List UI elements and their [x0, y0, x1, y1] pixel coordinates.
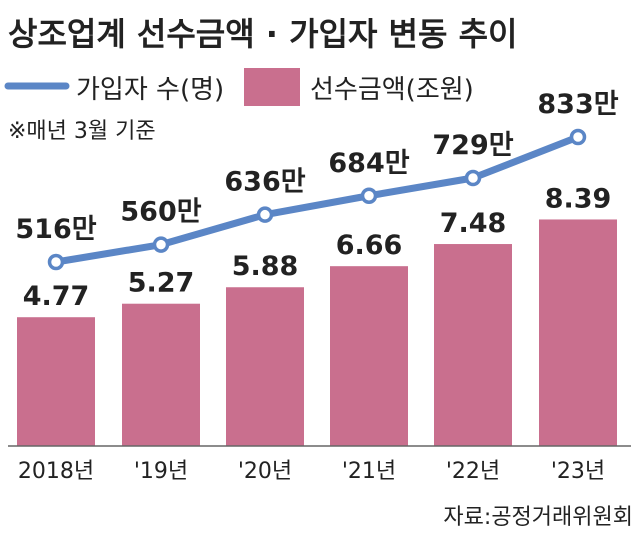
bar-5: [539, 219, 617, 446]
legend: 가입자 수(명) 선수금액(조원): [4, 68, 474, 106]
line-value-label-5: 833만: [537, 89, 618, 120]
line-point-4: [464, 169, 482, 187]
line-point-0: [47, 253, 65, 271]
bar-2: [226, 287, 304, 446]
x-tick-label-5: '23년: [551, 459, 605, 484]
x-tick-label-2: '20년: [238, 459, 292, 484]
line-point-5: [569, 128, 587, 146]
line-value-label-4: 729만: [432, 130, 513, 161]
line-value-label-2: 636만: [224, 167, 305, 198]
x-axis-ticks: 2018년 '19년 '20년 '21년 '22년 '23년: [18, 459, 605, 484]
bar-value-label-3: 6.66: [336, 230, 403, 261]
bar-value-label-4: 7.48: [440, 208, 507, 239]
bar-value-label-0: 4.77: [23, 281, 90, 312]
legend-bar-swatch: [244, 68, 300, 106]
bar-value-label-5: 8.39: [545, 183, 612, 214]
legend-line-label: 가입자 수(명): [76, 75, 224, 105]
x-tick-label-1: '19년: [134, 459, 188, 484]
x-tick-label-3: '21년: [342, 459, 396, 484]
legend-bar-label: 선수금액(조원): [310, 75, 474, 105]
chart-title: 상조업계 선수금액 · 가입자 변동 추이: [8, 15, 517, 53]
line-point-2: [256, 206, 274, 223]
line-value-label-3: 684만: [328, 148, 409, 179]
bar-3: [330, 266, 408, 446]
bar-series: 4.77 5.27 5.88 6.66 7.48 8.39: [17, 183, 617, 446]
line-value-label-1: 560만: [120, 197, 201, 228]
bar-4: [434, 244, 512, 446]
chart-source: 자료:공정거래위원회: [443, 505, 633, 530]
chart-note: ※매년 3월 기준: [8, 119, 156, 144]
line-point-3: [360, 187, 378, 205]
line-point-1: [152, 236, 170, 253]
line-series: 516만 560만 636만 684만 729만 833만: [15, 89, 619, 271]
x-tick-label-4: '22년: [446, 459, 500, 484]
bar-1: [122, 303, 200, 446]
x-tick-label-0: 2018년: [18, 459, 94, 484]
line-value-label-0: 516만: [15, 214, 96, 245]
bar-0: [17, 317, 95, 446]
bar-value-label-1: 5.27: [128, 268, 195, 299]
line-path: [52, 133, 582, 266]
bar-value-label-2: 5.88: [232, 251, 299, 282]
